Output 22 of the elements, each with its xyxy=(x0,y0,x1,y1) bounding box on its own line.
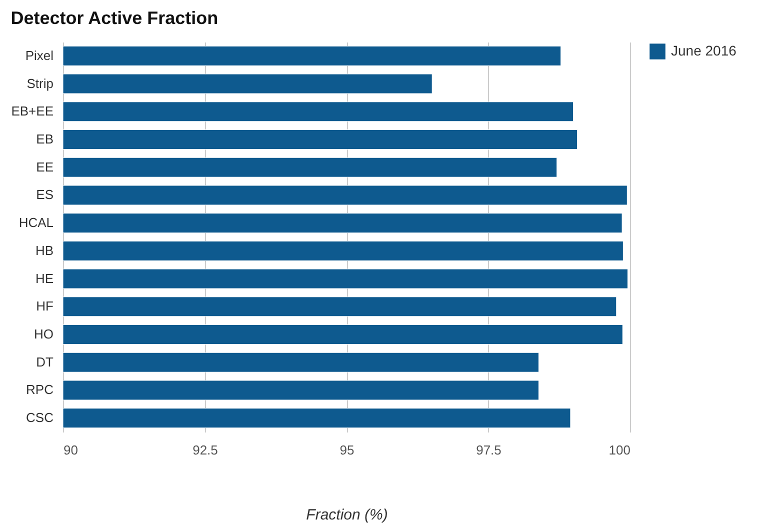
y-tick-label: EB xyxy=(36,132,54,146)
x-tick-label: 95 xyxy=(340,442,354,458)
y-tick-label: ES xyxy=(36,187,54,202)
y-tick-label: EB+EE xyxy=(11,104,54,119)
y-tick-label: HF xyxy=(36,298,54,314)
chart-title: Detector Active Fraction xyxy=(10,8,218,28)
x-tick-label: 90 xyxy=(64,442,78,458)
y-tick-label: HB xyxy=(35,242,54,258)
y-tick-label: CSC xyxy=(26,410,54,426)
legend-label: June 2016 xyxy=(671,42,737,58)
y-tick-label: Strip xyxy=(26,76,54,91)
y-tick-label: DT xyxy=(36,354,54,370)
y-tick-label: RPC xyxy=(26,382,54,398)
x-tick-label: 97.5 xyxy=(476,442,502,458)
y-tick-label: HCAL xyxy=(18,215,54,230)
y-tick-label: HO xyxy=(34,326,54,342)
y-tick-label: Pixel xyxy=(25,48,54,63)
x-tick-label: 92.5 xyxy=(192,442,218,458)
y-tick-label: HE xyxy=(35,270,54,286)
x-axis-title: Fraction (%) xyxy=(306,506,388,524)
y-tick-label: EE xyxy=(36,159,54,174)
x-tick-label: 100 xyxy=(608,442,630,458)
